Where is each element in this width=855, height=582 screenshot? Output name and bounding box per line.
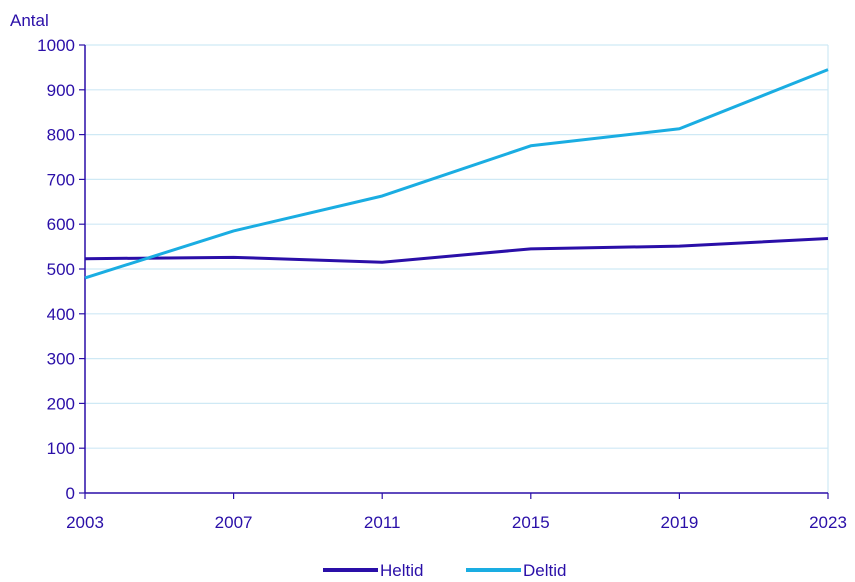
y-tick-label: 900 [47, 81, 75, 100]
x-tick-label: 2015 [512, 513, 550, 532]
y-axis-title: Antal [10, 11, 49, 30]
y-tick-label: 100 [47, 439, 75, 458]
series-line-deltid [84, 68, 829, 280]
y-tick-label: 500 [47, 260, 75, 279]
series-line-heltid [84, 237, 829, 264]
y-tick-label: 300 [47, 350, 75, 369]
y-tick-label: 1000 [37, 36, 75, 55]
y-tick-label: 400 [47, 305, 75, 324]
x-tick-label: 2011 [364, 513, 401, 532]
y-tick-label: 700 [47, 170, 75, 189]
legend: Heltid Deltid [323, 561, 566, 580]
grid-lines [85, 44, 829, 493]
legend-label-deltid: Deltid [523, 561, 566, 580]
x-tick-label: 2003 [66, 513, 104, 532]
y-tick-label: 0 [66, 484, 75, 503]
series-lines [84, 68, 829, 280]
x-tick-label: 2023 [809, 513, 847, 532]
legend-label-heltid: Heltid [380, 561, 423, 580]
y-tick-label: 200 [47, 394, 75, 413]
y-tick-label: 600 [47, 215, 75, 234]
y-tick-label: 800 [47, 126, 75, 145]
x-tick-label: 2019 [660, 513, 698, 532]
axes [79, 44, 829, 499]
x-tick-label: 2007 [215, 513, 253, 532]
tick-labels: 0 100 200 300 400 500 600 700 800 900 1000 2003 2007… [37, 36, 847, 532]
